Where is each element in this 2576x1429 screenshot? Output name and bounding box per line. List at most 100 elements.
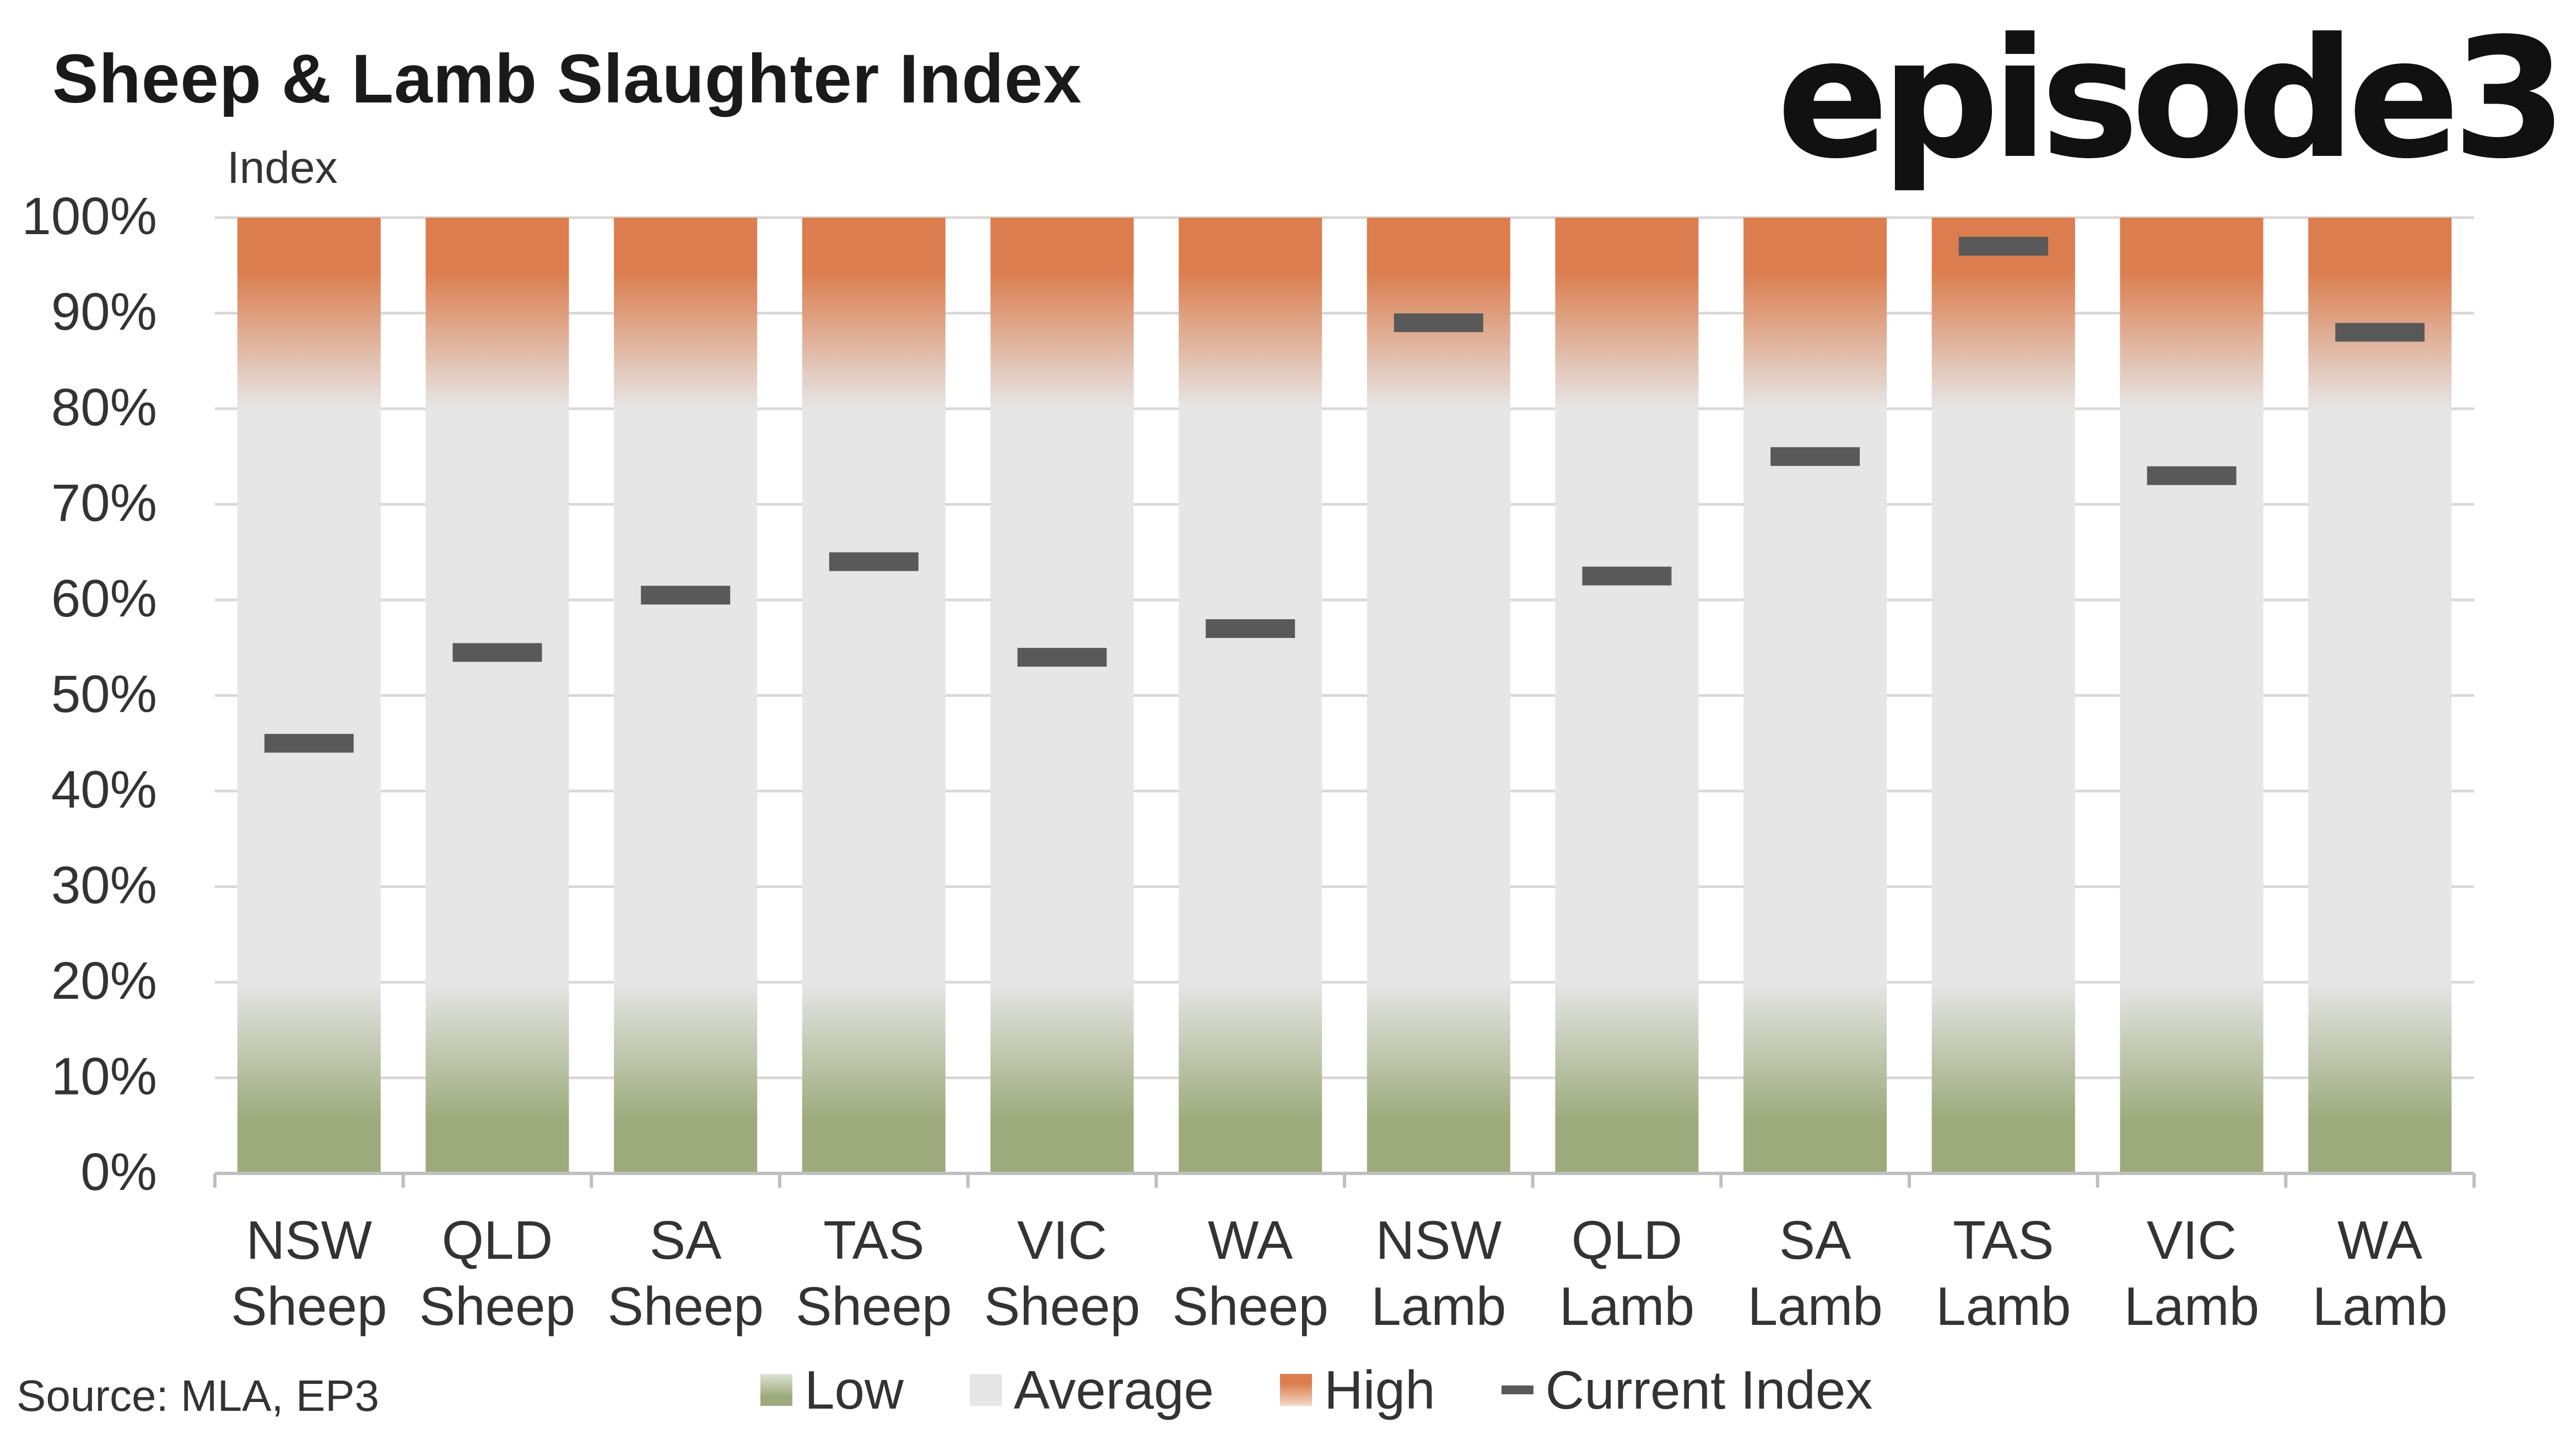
bar-segment-high <box>802 218 946 409</box>
bar-segment-average <box>802 409 946 982</box>
current-index-marker <box>2335 323 2425 342</box>
x-tick-label-line1: SA <box>1779 1210 1851 1270</box>
bar-segment-average <box>425 409 569 982</box>
bar-segment-high <box>1179 218 1322 409</box>
legend-label-high: High <box>1324 1359 1435 1420</box>
bar-segment-high <box>2120 218 2264 409</box>
x-tick-label-line2: Lamb <box>1936 1276 2071 1336</box>
bar-segment-average <box>2120 409 2264 982</box>
bar-segment-average <box>1555 409 1699 982</box>
current-index-marker <box>1206 619 1295 638</box>
bar-segment-low <box>1179 982 1322 1173</box>
x-tick-label-line1: QLD <box>442 1210 553 1270</box>
bar-segment-average <box>1179 409 1322 982</box>
x-tick-label-line1: VIC <box>1017 1210 1107 1270</box>
current-index-marker <box>2147 466 2237 485</box>
x-tick-label-line2: Sheep <box>796 1276 952 1336</box>
x-tick-label-line2: Lamb <box>1748 1276 1883 1336</box>
bar-segment-low <box>614 982 758 1173</box>
x-tick-label-line1: WA <box>1208 1210 1293 1270</box>
legend: Low Average High Current Index <box>760 1360 1872 1420</box>
x-tick-label-line1: TAS <box>1953 1210 2054 1270</box>
bar-segment-high <box>425 218 569 409</box>
x-tick-label-line1: TAS <box>823 1210 924 1270</box>
bar-segment-low <box>1931 982 2075 1173</box>
x-tick-label-line2: Lamb <box>1559 1276 1694 1336</box>
bar-segment-low <box>990 982 1134 1173</box>
current-index-marker <box>829 552 919 571</box>
x-tick-label-line1: SA <box>650 1210 722 1270</box>
y-tick-label: 30% <box>51 856 157 915</box>
bar-segment-average <box>1931 409 2075 982</box>
legend-item-high: High <box>1280 1359 1435 1421</box>
bar-segment-high <box>1743 218 1887 409</box>
x-tick-label-line1: QLD <box>1571 1210 1683 1270</box>
y-tick-label: 0% <box>80 1143 157 1201</box>
bar-segment-high <box>1555 218 1699 409</box>
brand-logo: episode3 <box>1776 3 2567 195</box>
x-tick-label-line2: Lamb <box>2124 1276 2259 1336</box>
source-note: Source: MLA, EP3 <box>17 1371 380 1420</box>
bar-segment-average <box>614 409 758 982</box>
x-tick-label-line2: Sheep <box>984 1276 1140 1336</box>
current-index-marker <box>1958 237 2048 256</box>
x-tick-label-line1: VIC <box>2147 1210 2237 1270</box>
x-tick-label-line2: Sheep <box>1172 1276 1328 1336</box>
y-tick-label: 10% <box>51 1047 157 1106</box>
x-tick-label-line2: Sheep <box>419 1276 575 1336</box>
bar-segment-high <box>614 218 758 409</box>
bar-segment-low <box>802 982 946 1173</box>
x-tick-label-line2: Sheep <box>607 1276 763 1336</box>
current-index-marker <box>1394 313 1483 332</box>
legend-swatch-high <box>1280 1374 1313 1406</box>
y-tick-label: 60% <box>51 569 157 628</box>
y-tick-label: 50% <box>51 665 157 724</box>
y-tick-label: 90% <box>51 283 157 342</box>
y-tick-label: 80% <box>51 378 157 437</box>
chart-title: Sheep & Lamb Slaughter Index <box>52 41 1082 117</box>
bar-segment-low <box>425 982 569 1173</box>
legend-label-low: Low <box>804 1359 904 1420</box>
x-tick-label-line2: Lamb <box>1371 1276 1506 1336</box>
y-axis-label: Index <box>227 143 338 193</box>
bar-segment-low <box>1555 982 1699 1173</box>
legend-label-average: Average <box>1013 1359 1214 1420</box>
x-tick-label-line1: WA <box>2337 1210 2423 1270</box>
bar-segment-low <box>2120 982 2264 1173</box>
legend-swatch-average <box>969 1374 1002 1406</box>
bar-segment-average <box>237 409 381 982</box>
current-index-marker <box>264 734 354 753</box>
legend-swatch-low <box>760 1374 792 1406</box>
y-tick-label: 70% <box>51 474 157 533</box>
bar-segment-average <box>1367 409 1510 982</box>
current-index-marker <box>452 643 542 662</box>
x-tick-label-line1: NSW <box>1376 1210 1502 1270</box>
legend-swatch-current <box>1501 1385 1533 1394</box>
current-index-marker <box>641 586 731 605</box>
legend-item-current: Current Index <box>1501 1359 1873 1421</box>
x-tick-label-line2: Lamb <box>2313 1276 2448 1336</box>
bar-segment-average <box>1743 409 1887 982</box>
current-index-marker <box>1017 648 1107 667</box>
bar-segment-high <box>2308 218 2452 409</box>
bar-segment-low <box>1367 982 1510 1173</box>
bar-segment-low <box>1743 982 1887 1173</box>
x-tick-label-line2: Sheep <box>231 1276 387 1336</box>
y-tick-label: 40% <box>51 760 157 819</box>
current-index-marker <box>1770 447 1860 466</box>
bar-segment-low <box>237 982 381 1173</box>
bar-segment-average <box>2308 409 2452 982</box>
legend-item-low: Low <box>760 1359 904 1421</box>
legend-label-current: Current Index <box>1545 1359 1873 1420</box>
bar-segment-high <box>237 218 381 409</box>
legend-item-average: Average <box>969 1359 1214 1421</box>
bar-segment-high <box>1367 218 1510 409</box>
x-tick-label-line1: NSW <box>246 1210 372 1270</box>
bar-segment-low <box>2308 982 2452 1173</box>
y-tick-label: 100% <box>21 187 157 246</box>
y-tick-label: 20% <box>51 951 157 1010</box>
bar-segment-average <box>990 409 1134 982</box>
current-index-marker <box>1582 566 1672 586</box>
bar-segment-high <box>990 218 1134 409</box>
